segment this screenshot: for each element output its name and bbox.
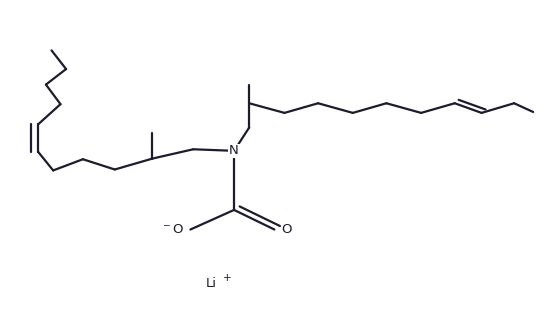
Text: +: +	[223, 273, 231, 283]
Text: $^-$O: $^-$O	[161, 223, 184, 236]
Text: Li: Li	[206, 276, 217, 290]
Text: N: N	[229, 144, 239, 157]
Text: O: O	[282, 223, 292, 236]
